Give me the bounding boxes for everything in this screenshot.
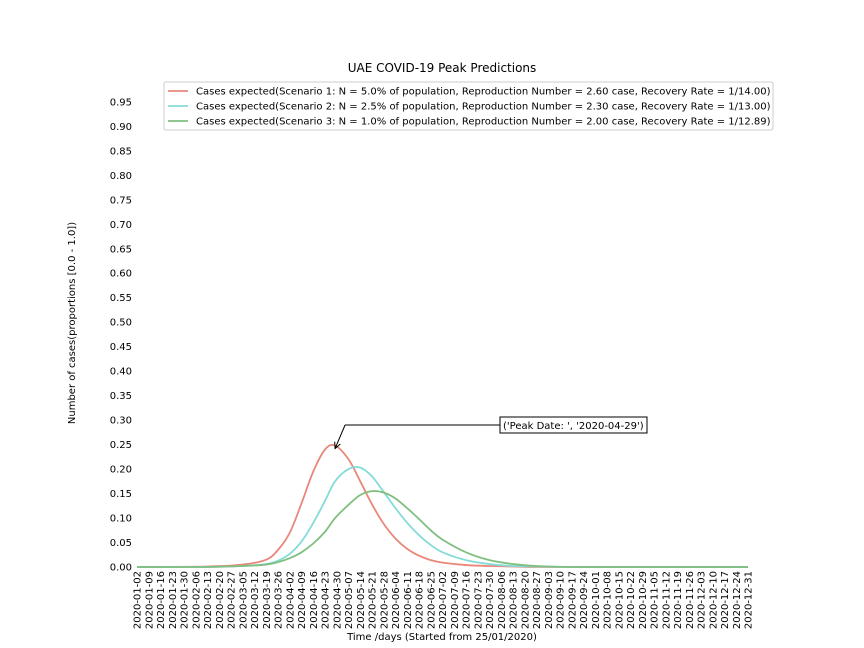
series-line-3: [137, 490, 748, 568]
x-axis-label: Time /days (Started from 25/01/2020): [346, 632, 537, 643]
y-tick-label: 0.85: [110, 146, 132, 157]
x-tick-label: 2020-08-13: [509, 571, 520, 629]
x-tick-label: 2020-04-30: [332, 571, 343, 629]
x-tick-label: 2020-08-27: [532, 571, 543, 629]
x-tick-label: 2020-01-23: [168, 571, 179, 629]
x-tick-label: 2020-10-22: [626, 571, 637, 629]
x-tick-label: 2020-11-19: [673, 571, 684, 629]
y-tick-label: 0.35: [110, 391, 132, 402]
y-axis-label: Number of cases(proportions [0.0 - 1.0]): [67, 222, 78, 424]
x-tick-label: 2020-07-30: [485, 571, 496, 629]
x-tick-label: 2020-09-24: [579, 571, 590, 629]
x-tick-label: 2020-05-14: [356, 571, 367, 629]
x-tick-label: 2020-04-02: [285, 571, 296, 629]
x-tick-label: 2020-12-10: [708, 571, 719, 629]
x-tick-label: 2020-04-23: [321, 571, 332, 629]
x-tick-label: 2020-11-12: [661, 571, 672, 629]
chart-title: UAE COVID-19 Peak Predictions: [348, 61, 537, 75]
x-tick-label: 2020-11-26: [685, 571, 696, 629]
x-tick-label: 2020-01-09: [144, 571, 155, 629]
legend-label-1: Cases expected(Scenario 1: N = 5.0% of p…: [196, 87, 771, 98]
y-tick-label: 0.90: [110, 122, 132, 133]
annotation-arrow-shaft: [334, 424, 346, 449]
x-tick-label: 2020-04-16: [309, 571, 320, 629]
peak-annotation: ('Peak Date: ', '2020-04-29'): [334, 416, 648, 450]
y-tick-label: 0.70: [110, 220, 132, 231]
x-tick-label: 2020-06-18: [415, 571, 426, 629]
x-axis: 2020-01-02 2020-01-09 2020-01-16 2020-01-23…: [133, 571, 755, 629]
y-tick-label: 0.15: [110, 489, 132, 500]
x-tick-label: 2020-01-02: [133, 571, 144, 629]
y-tick-label: 0.60: [110, 269, 132, 280]
x-tick-label: 2020-03-05: [238, 571, 249, 629]
x-tick-label: 2020-06-25: [426, 571, 437, 629]
legend: Cases expected(Scenario 1: N = 5.0% of p…: [163, 81, 774, 131]
y-tick-label: 0.00: [110, 563, 132, 574]
x-tick-label: 2020-10-29: [638, 571, 649, 629]
x-tick-label: 2020-03-12: [250, 571, 261, 629]
x-tick-label: 2020-03-26: [274, 571, 285, 629]
x-tick-label: 2020-07-02: [438, 571, 449, 629]
x-tick-label: 2020-05-28: [379, 571, 390, 629]
x-tick-label: 2020-09-10: [556, 571, 567, 629]
y-tick-label: 0.30: [110, 416, 132, 427]
x-tick-label: 2020-12-03: [697, 571, 708, 629]
x-tick-label: 2020-08-20: [520, 571, 531, 629]
y-tick-label: 0.20: [110, 465, 132, 476]
y-axis: 0.00 0.05 0.10 0.15 0.20 0.25 0.30 0.35 0.40 0.45…: [110, 97, 132, 573]
x-tick-label: 2020-07-23: [473, 571, 484, 629]
annotation-text: ('Peak Date: ', '2020-04-29'): [503, 421, 644, 432]
x-tick-label: 2020-05-21: [368, 571, 379, 629]
x-tick-label: 2020-10-08: [603, 571, 614, 629]
x-tick-label: 2020-02-20: [215, 571, 226, 629]
annotation-box: [499, 416, 648, 434]
series-line-1: [136, 443, 748, 568]
x-tick-label: 2020-11-05: [650, 571, 661, 629]
x-tick-label: 2020-09-17: [567, 571, 578, 629]
x-tick-label: 2020-10-15: [614, 571, 625, 629]
x-tick-label: 2020-01-30: [180, 571, 191, 629]
x-tick-label: 2020-10-01: [591, 571, 602, 629]
x-tick-label: 2020-03-19: [262, 571, 273, 629]
x-tick-label: 2020-06-11: [403, 571, 414, 629]
y-tick-label: 0.45: [110, 342, 132, 353]
x-tick-label: 2020-02-13: [203, 571, 214, 629]
y-tick-label: 0.80: [110, 171, 132, 182]
x-tick-label: 2020-07-16: [462, 571, 473, 629]
x-tick-label: 2020-05-07: [344, 571, 355, 629]
y-tick-label: 0.10: [110, 514, 132, 525]
x-tick-label: 2020-01-16: [156, 571, 167, 629]
y-tick-label: 0.95: [110, 97, 132, 108]
x-tick-label: 2020-07-09: [450, 571, 461, 629]
annotation-arrowhead: [334, 441, 341, 450]
series-line-2: [137, 466, 748, 568]
x-tick-label: 2020-02-06: [191, 571, 202, 629]
y-tick-label: 0.40: [110, 367, 132, 378]
x-tick-label: 2020-12-24: [732, 571, 743, 629]
x-tick-label: 2020-12-17: [720, 571, 731, 629]
x-tick-label: 2020-09-03: [544, 571, 555, 629]
y-tick-label: 0.50: [110, 318, 132, 329]
x-tick-label: 2020-02-27: [227, 571, 238, 629]
x-tick-label: 2020-12-31: [744, 571, 755, 629]
y-tick-label: 0.25: [110, 440, 132, 451]
legend-label-3: Cases expected(Scenario 3: N = 1.0% of p…: [196, 117, 771, 128]
x-tick-label: 2020-04-09: [297, 571, 308, 629]
y-tick-label: 0.55: [110, 293, 132, 304]
legend-frame: [163, 81, 774, 131]
y-tick-label: 0.05: [110, 538, 132, 549]
y-tick-label: 0.75: [110, 195, 132, 206]
x-tick-label: 2020-06-04: [391, 571, 402, 629]
y-tick-label: 0.65: [110, 244, 132, 255]
legend-label-2: Cases expected(Scenario 2: N = 2.5% of p…: [196, 102, 771, 113]
x-tick-label: 2020-08-06: [497, 571, 508, 629]
series-lines: [136, 443, 748, 568]
